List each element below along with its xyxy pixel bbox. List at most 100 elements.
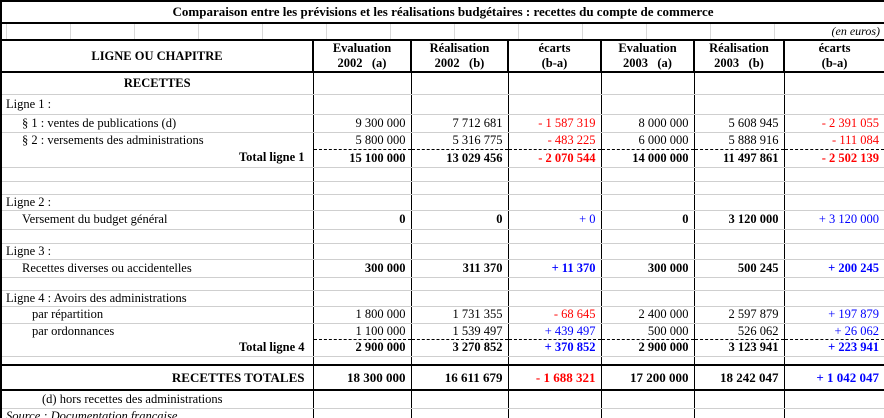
value-cell (784, 94, 884, 115)
value-cell: 5 800 000 (313, 132, 412, 149)
value-cell: 500 000 (601, 323, 695, 339)
table-row: Source : Documentation française (1, 408, 884, 418)
row-label: Ligne 1 : (1, 94, 314, 115)
table-title: Comparaison entre les prévisions et les … (0, 0, 884, 24)
value-cell: 17 200 000 (601, 364, 695, 391)
value-cell: + 200 245 (784, 259, 884, 278)
value-cell: + 223 941 (784, 338, 884, 357)
value-cell (508, 390, 602, 409)
value-cell: 1 539 497 (411, 323, 509, 339)
table-row: § 1 : ventes de publications (d) 9 300 00… (1, 114, 884, 133)
row-label: Ligne 3 : (1, 243, 314, 260)
value-cell: + 0 (508, 210, 602, 230)
unit-row-cell: (en euros) (1, 23, 884, 40)
value-cell: - 483 225 (508, 132, 602, 149)
value-cell (694, 229, 785, 244)
value-cell (411, 290, 509, 307)
value-cell (508, 167, 602, 182)
table-row (1, 181, 884, 195)
unit-note: (en euros) (825, 24, 881, 38)
value-cell (313, 167, 412, 182)
value-cell (411, 194, 509, 211)
table-row (1, 356, 884, 366)
value-cell (601, 390, 695, 409)
value-cell (601, 94, 695, 115)
value-cell (784, 194, 884, 211)
row-label: Total ligne 4 (1, 339, 314, 357)
unit-row: (en euros) (1, 23, 884, 40)
table-row: RECETTES TOTALES 18 300 000 16 611 679- 1 … (1, 364, 884, 391)
value-cell: - 68 645 (508, 306, 602, 324)
value-cell (508, 408, 602, 418)
value-cell (313, 94, 412, 115)
value-cell: 13 029 456 (411, 148, 509, 168)
table-row: Ligne 2 : (1, 194, 884, 211)
value-cell (694, 408, 785, 418)
value-cell (313, 356, 412, 366)
value-cell: 0 (601, 210, 695, 230)
value-cell: + 197 879 (784, 306, 884, 324)
value-cell: + 370 852 (508, 338, 602, 357)
value-cell (508, 277, 602, 291)
col-header-ecarts-2003: écarts (b-a) (782, 39, 884, 73)
value-cell (784, 72, 884, 95)
value-cell: - 2 070 544 (508, 148, 602, 168)
value-cell: 0 (313, 210, 412, 230)
value-cell (411, 94, 509, 115)
table-row: Ligne 1 : (1, 94, 884, 115)
col-header-ligne-ou-chapitre: LIGNE OU CHAPITRE (0, 39, 314, 73)
row-label (1, 356, 314, 366)
row-label: (d) hors recettes des administrations (1, 390, 314, 409)
value-cell: 2 900 000 (601, 338, 695, 357)
value-cell (411, 229, 509, 244)
value-cell: 14 000 000 (601, 148, 695, 168)
value-cell: + 26 062 (784, 323, 884, 339)
value-cell (411, 72, 509, 95)
value-cell (784, 243, 884, 260)
value-cell: 2 900 000 (313, 338, 412, 357)
value-cell (508, 94, 602, 115)
row-label: Ligne 4 : Avoirs des administrations (1, 290, 314, 307)
value-cell: + 11 370 (508, 259, 602, 278)
value-cell (694, 356, 785, 366)
row-label: RECETTES TOTALES (1, 364, 314, 391)
value-cell: 15 100 000 (313, 148, 412, 168)
value-cell: 5 608 945 (694, 114, 785, 133)
value-cell: - 1 688 321 (508, 364, 602, 391)
col-header-evaluation-2002: Evaluation 2002 (a) (312, 39, 412, 73)
value-cell: 18 300 000 (313, 364, 412, 391)
table-row: Ligne 4 : Avoirs des administrations (1, 290, 884, 307)
value-cell: 3 123 941 (694, 338, 785, 357)
value-cell: 6 000 000 (601, 132, 695, 149)
value-cell (411, 181, 509, 195)
value-cell: 1 100 000 (313, 323, 412, 339)
table-row: § 2 : versements des administrations 5 80… (1, 132, 884, 149)
value-cell: 16 611 679 (411, 364, 509, 391)
value-cell: 7 712 681 (411, 114, 509, 133)
value-cell (694, 277, 785, 291)
value-cell: 18 242 047 (694, 364, 785, 391)
value-cell (601, 194, 695, 211)
table-row: par répartition 1 800 000 1 731 355- 68 64… (1, 306, 884, 324)
value-cell (784, 390, 884, 409)
value-cell (601, 72, 695, 95)
value-cell (694, 243, 785, 260)
value-cell (601, 229, 695, 244)
value-cell (784, 167, 884, 182)
value-cell (411, 167, 509, 182)
value-cell (784, 290, 884, 307)
value-cell (784, 229, 884, 244)
value-cell (694, 390, 785, 409)
value-cell (601, 243, 695, 260)
value-cell (313, 390, 412, 409)
row-label: Total ligne 1 (1, 149, 314, 168)
value-cell: 9 300 000 (313, 114, 412, 133)
value-cell (694, 167, 785, 182)
table-row (1, 167, 884, 182)
table-row: RECETTES (1, 72, 884, 95)
value-cell: 526 062 (694, 323, 785, 339)
value-cell: - 111 084 (784, 132, 884, 149)
col-header-ecarts-2002: écarts (b-a) (507, 39, 602, 73)
value-cell (601, 167, 695, 182)
